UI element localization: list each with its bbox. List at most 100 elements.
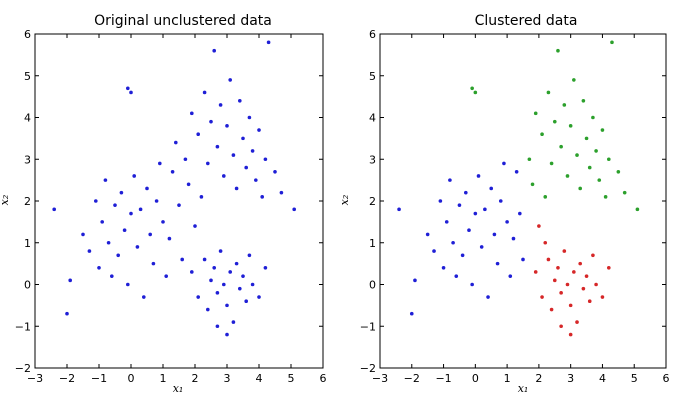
- data-point: [543, 195, 548, 199]
- x-axis-label: x₁: [173, 382, 184, 395]
- data-point: [562, 103, 567, 107]
- data-point: [575, 153, 579, 157]
- x-tick-label: 6: [320, 372, 327, 385]
- left-scatter-panel: Original unclustered data −3 −2 −1 0 1 2 3 4 5 6 …: [0, 13, 327, 395]
- data-point: [234, 186, 239, 191]
- data-point: [257, 128, 261, 132]
- data-point: [215, 324, 220, 329]
- data-point: [119, 190, 124, 195]
- data-point: [591, 115, 595, 120]
- data-point: [113, 203, 117, 207]
- data-point: [241, 274, 245, 278]
- data-point: [451, 240, 455, 245]
- data-point: [521, 257, 525, 262]
- data-point: [116, 253, 120, 258]
- y-tick-label: −1: [360, 320, 376, 333]
- data-point: [546, 90, 551, 95]
- data-point: [199, 195, 204, 199]
- data-point: [473, 90, 478, 95]
- data-point: [177, 203, 181, 207]
- data-point: [87, 249, 92, 253]
- data-point: [438, 199, 443, 203]
- data-point: [94, 199, 98, 203]
- data-point: [502, 161, 506, 166]
- data-point: [543, 240, 548, 245]
- y-tick-label: −2: [360, 362, 376, 375]
- y-tick-label: 6: [369, 28, 376, 41]
- data-point: [578, 186, 582, 191]
- data-point: [209, 278, 213, 283]
- data-point: [470, 282, 474, 287]
- x-tick-label: 4: [256, 372, 263, 385]
- data-point: [145, 186, 149, 191]
- data-point: [540, 295, 544, 299]
- y-tick-label: 4: [24, 112, 31, 125]
- data-point: [206, 307, 210, 312]
- data-point: [457, 203, 462, 207]
- data-point: [148, 232, 152, 237]
- data-point: [186, 182, 191, 187]
- data-point: [607, 266, 611, 270]
- data-point: [581, 286, 586, 291]
- data-point: [247, 115, 252, 120]
- y-tick-label: 2: [24, 195, 31, 208]
- data-point: [464, 190, 468, 195]
- data-point: [495, 261, 500, 266]
- data-point: [68, 278, 72, 283]
- data-point: [266, 40, 271, 45]
- data-point: [97, 266, 101, 270]
- data-point: [594, 282, 598, 287]
- data-point: [247, 253, 252, 258]
- data-point: [581, 99, 586, 103]
- data-point: [154, 199, 159, 203]
- data-point: [228, 78, 232, 82]
- data-point: [578, 261, 582, 266]
- data-point: [559, 291, 563, 295]
- x-axis-ticks: −3 −2 −1 0 1 2 3 4 5 6: [27, 34, 327, 385]
- data-point: [473, 211, 478, 216]
- data-point: [479, 245, 484, 249]
- data-point: [238, 286, 242, 291]
- data-point: [584, 274, 589, 278]
- data-point: [467, 228, 471, 233]
- x-tick-label: 1: [160, 372, 167, 385]
- data-point: [470, 86, 474, 91]
- data-point: [549, 307, 554, 312]
- y-tick-label: 5: [369, 70, 376, 83]
- data-point: [594, 149, 598, 153]
- y-tick-label: −1: [15, 320, 31, 333]
- y-axis-label: x₂: [0, 195, 11, 206]
- y-tick-label: 5: [24, 70, 31, 83]
- data-point: [533, 270, 538, 274]
- data-point: [193, 224, 197, 228]
- data-point: [135, 245, 140, 249]
- y-tick-label: 3: [369, 153, 376, 166]
- data-point: [190, 111, 194, 116]
- x-tick-label: −3: [372, 372, 388, 385]
- data-point: [530, 182, 535, 187]
- data-point: [206, 161, 210, 166]
- data-point: [622, 190, 627, 195]
- data-point: [533, 111, 538, 116]
- data-point: [616, 169, 621, 174]
- data-point: [600, 295, 605, 299]
- data-point: [225, 303, 229, 308]
- x-tick-label: 3: [567, 372, 574, 385]
- data-point: [196, 295, 200, 299]
- x-tick-label: 5: [288, 372, 295, 385]
- data-point: [556, 266, 560, 270]
- data-point: [572, 270, 576, 274]
- data-point: [486, 295, 490, 299]
- data-point: [103, 178, 108, 182]
- y-tick-label: −2: [15, 362, 31, 375]
- data-point: [600, 128, 605, 132]
- x-tick-label: 4: [599, 372, 606, 385]
- data-point: [241, 136, 245, 141]
- data-point: [448, 178, 452, 182]
- data-point: [257, 295, 261, 299]
- data-point: [138, 207, 143, 212]
- data-point: [225, 124, 229, 128]
- data-point: [222, 174, 226, 178]
- data-point: [225, 332, 229, 337]
- data-point: [212, 48, 216, 53]
